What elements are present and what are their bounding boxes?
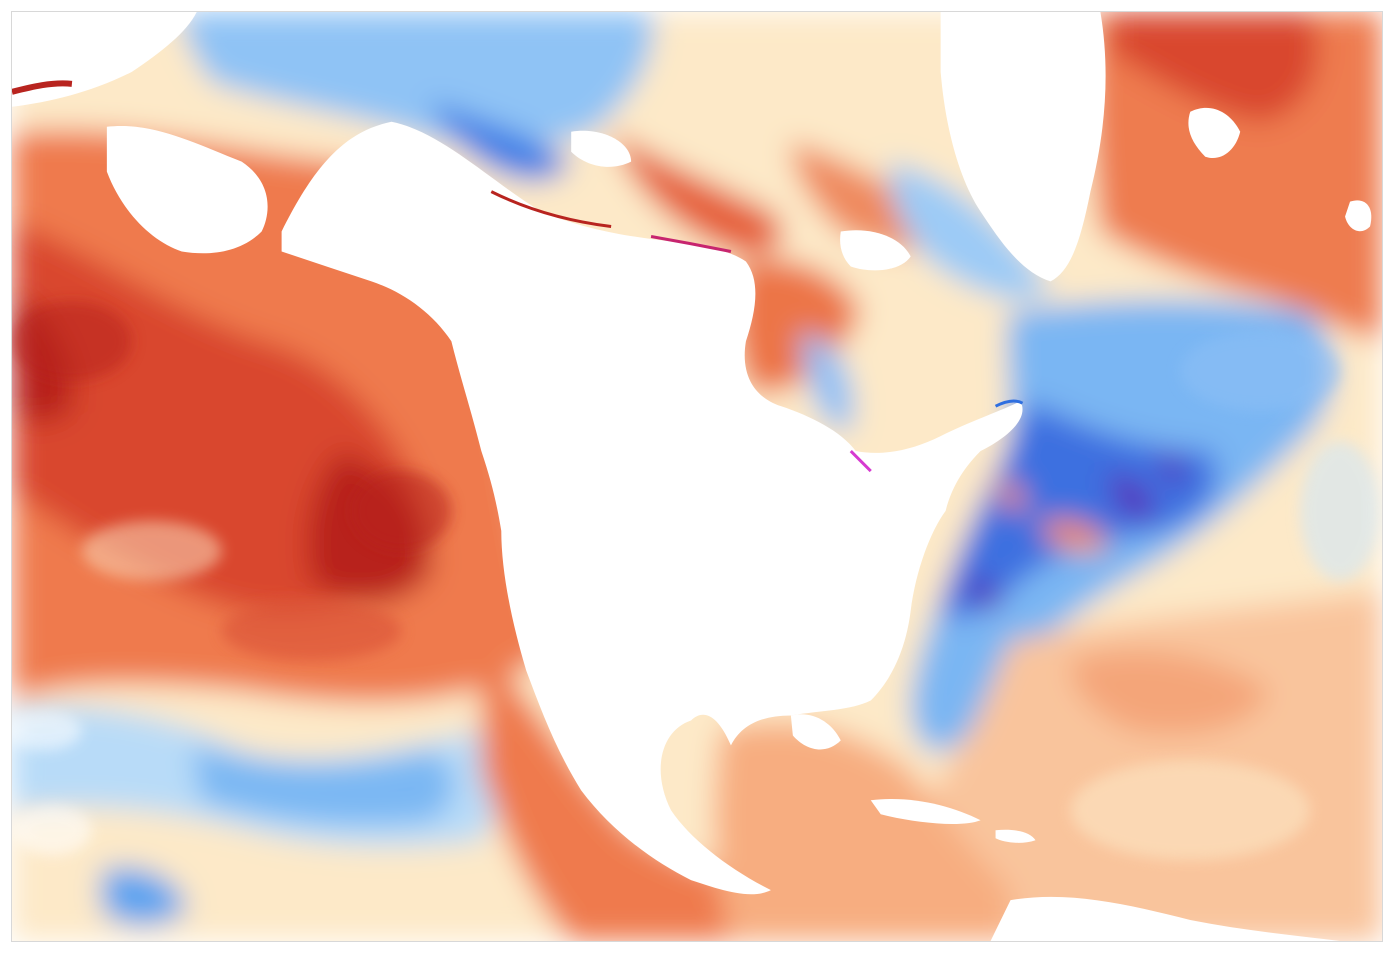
- south-america-landmass: [990, 896, 1341, 941]
- subtropical-atlantic-warm-core: [1070, 650, 1271, 735]
- arctic-warm-patches: [611, 131, 784, 255]
- iceland-landmass: [1345, 200, 1372, 232]
- arctic-cool-band: [181, 12, 654, 147]
- atlantic-extreme-cool-2: [969, 575, 1000, 611]
- atlantic-warm-eddies-2: [999, 480, 1025, 511]
- labrador-sea-cool: [889, 161, 1051, 300]
- atlantic-extreme-cool-3: [1159, 451, 1185, 486]
- kamchatka-landmass: [106, 125, 268, 254]
- arctic-cool-core: [431, 101, 572, 181]
- equatorial-cool-patch: [101, 867, 187, 926]
- subtropical-atlantic-warm: [870, 590, 1382, 941]
- coastline-accents: [12, 80, 1024, 473]
- cuba-landmass: [870, 799, 981, 825]
- atlantic-cool-core: [940, 401, 1217, 619]
- arctic-islands: [571, 130, 632, 167]
- yucatan-peninsula: [790, 714, 841, 750]
- baffin-island: [840, 230, 911, 271]
- scandinavia-landmass: [1188, 107, 1241, 158]
- hispaniola-landmass: [995, 829, 1036, 843]
- atlantic-warm-eddies: [1040, 519, 1106, 553]
- pacific-cool-core: [191, 745, 454, 825]
- gulf-caribbean-warm: [714, 722, 1011, 941]
- europe-warm: [1090, 12, 1382, 342]
- europe-warm-core: [1110, 12, 1318, 122]
- atlantic-extreme-cool-1: [1110, 471, 1153, 521]
- hudson-bay-cool: [800, 331, 854, 432]
- sst-anomaly-map: [11, 11, 1383, 942]
- ocean-texture-layer: [12, 301, 1381, 861]
- greenland-landmass: [940, 12, 1106, 282]
- north-america-landmass: [281, 121, 1023, 895]
- land-layer: [12, 12, 1372, 941]
- mexico-coast-warm: [481, 650, 851, 941]
